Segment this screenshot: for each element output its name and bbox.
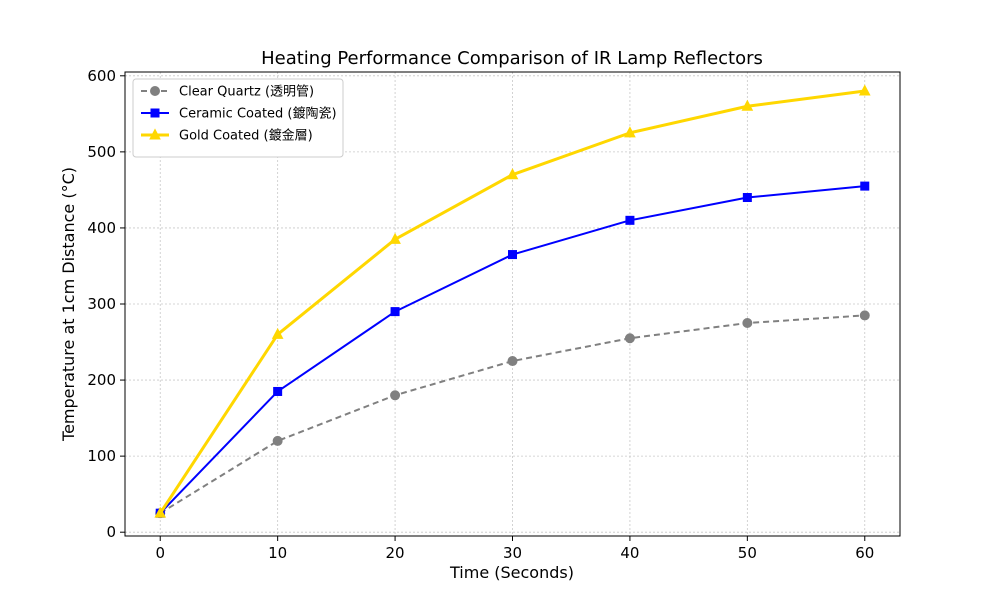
y-axis: 0 100 200 300 400 500 600 <box>87 67 125 541</box>
series-2-point <box>390 307 400 317</box>
y-tick-label: 500 <box>87 143 116 161</box>
series-2-point <box>860 181 870 191</box>
series-3-point <box>506 168 519 180</box>
y-tick-label: 200 <box>87 371 116 389</box>
series-3-point <box>154 506 167 518</box>
series-layer <box>154 84 871 519</box>
y-tick-label: 300 <box>87 295 116 313</box>
series-3-point <box>389 232 401 244</box>
x-axis: 0 10 20 30 40 50 60 <box>155 536 874 562</box>
series-1-point <box>507 356 518 367</box>
series-3-point <box>741 99 754 111</box>
series-1-point <box>272 435 283 446</box>
series-1-point <box>390 390 401 401</box>
y-tick-label: 400 <box>87 219 116 237</box>
series-1-point <box>742 318 753 329</box>
x-axis-label: Time (Seconds) <box>449 563 574 582</box>
series-1-point <box>859 310 870 321</box>
y-tick-label: 0 <box>106 523 116 541</box>
series-1-point <box>624 333 635 344</box>
legend-label-2: Ceramic Coated (鍍陶瓷) <box>179 106 337 122</box>
y-tick-label: 100 <box>87 447 116 465</box>
x-tick-label: 0 <box>155 544 165 562</box>
legend-marker-1 <box>150 86 160 96</box>
series-2-point <box>273 386 283 396</box>
x-tick-label: 30 <box>503 544 522 562</box>
series-2-point <box>742 193 752 203</box>
legend: Clear Quartz (透明管) Ceramic Coated (鍍陶瓷) Go… <box>132 78 344 158</box>
series-2-point <box>625 215 635 225</box>
series-3 <box>154 84 871 518</box>
legend-item-1: Clear Quartz (透明管) <box>141 85 314 100</box>
x-tick-label: 60 <box>855 544 874 562</box>
legend-label-3: Gold Coated (鍍金層) <box>179 128 313 144</box>
series-3-point <box>271 327 284 339</box>
series-3-point <box>624 126 636 138</box>
legend-item-3: Gold Coated (鍍金層) <box>141 128 313 144</box>
y-axis-label: Temperature at 1cm Distance (°C) <box>59 167 78 442</box>
legend-marker-2 <box>150 108 160 118</box>
legend-label-1: Clear Quartz (透明管) <box>179 85 314 100</box>
series-3-point <box>858 84 871 96</box>
chart-title: Heating Performance Comparison of IR Lam… <box>261 48 763 69</box>
x-tick-label: 10 <box>268 544 287 562</box>
legend-box <box>132 78 344 158</box>
x-tick-label: 50 <box>738 544 757 562</box>
legend-item-2: Ceramic Coated (鍍陶瓷) <box>141 106 337 122</box>
x-tick-label: 40 <box>620 544 639 562</box>
legend-marker-3 <box>149 128 161 140</box>
x-tick-label: 20 <box>386 544 405 562</box>
y-tick-label: 600 <box>87 67 116 85</box>
grid-layer <box>125 72 900 536</box>
series-2-point <box>508 250 517 260</box>
